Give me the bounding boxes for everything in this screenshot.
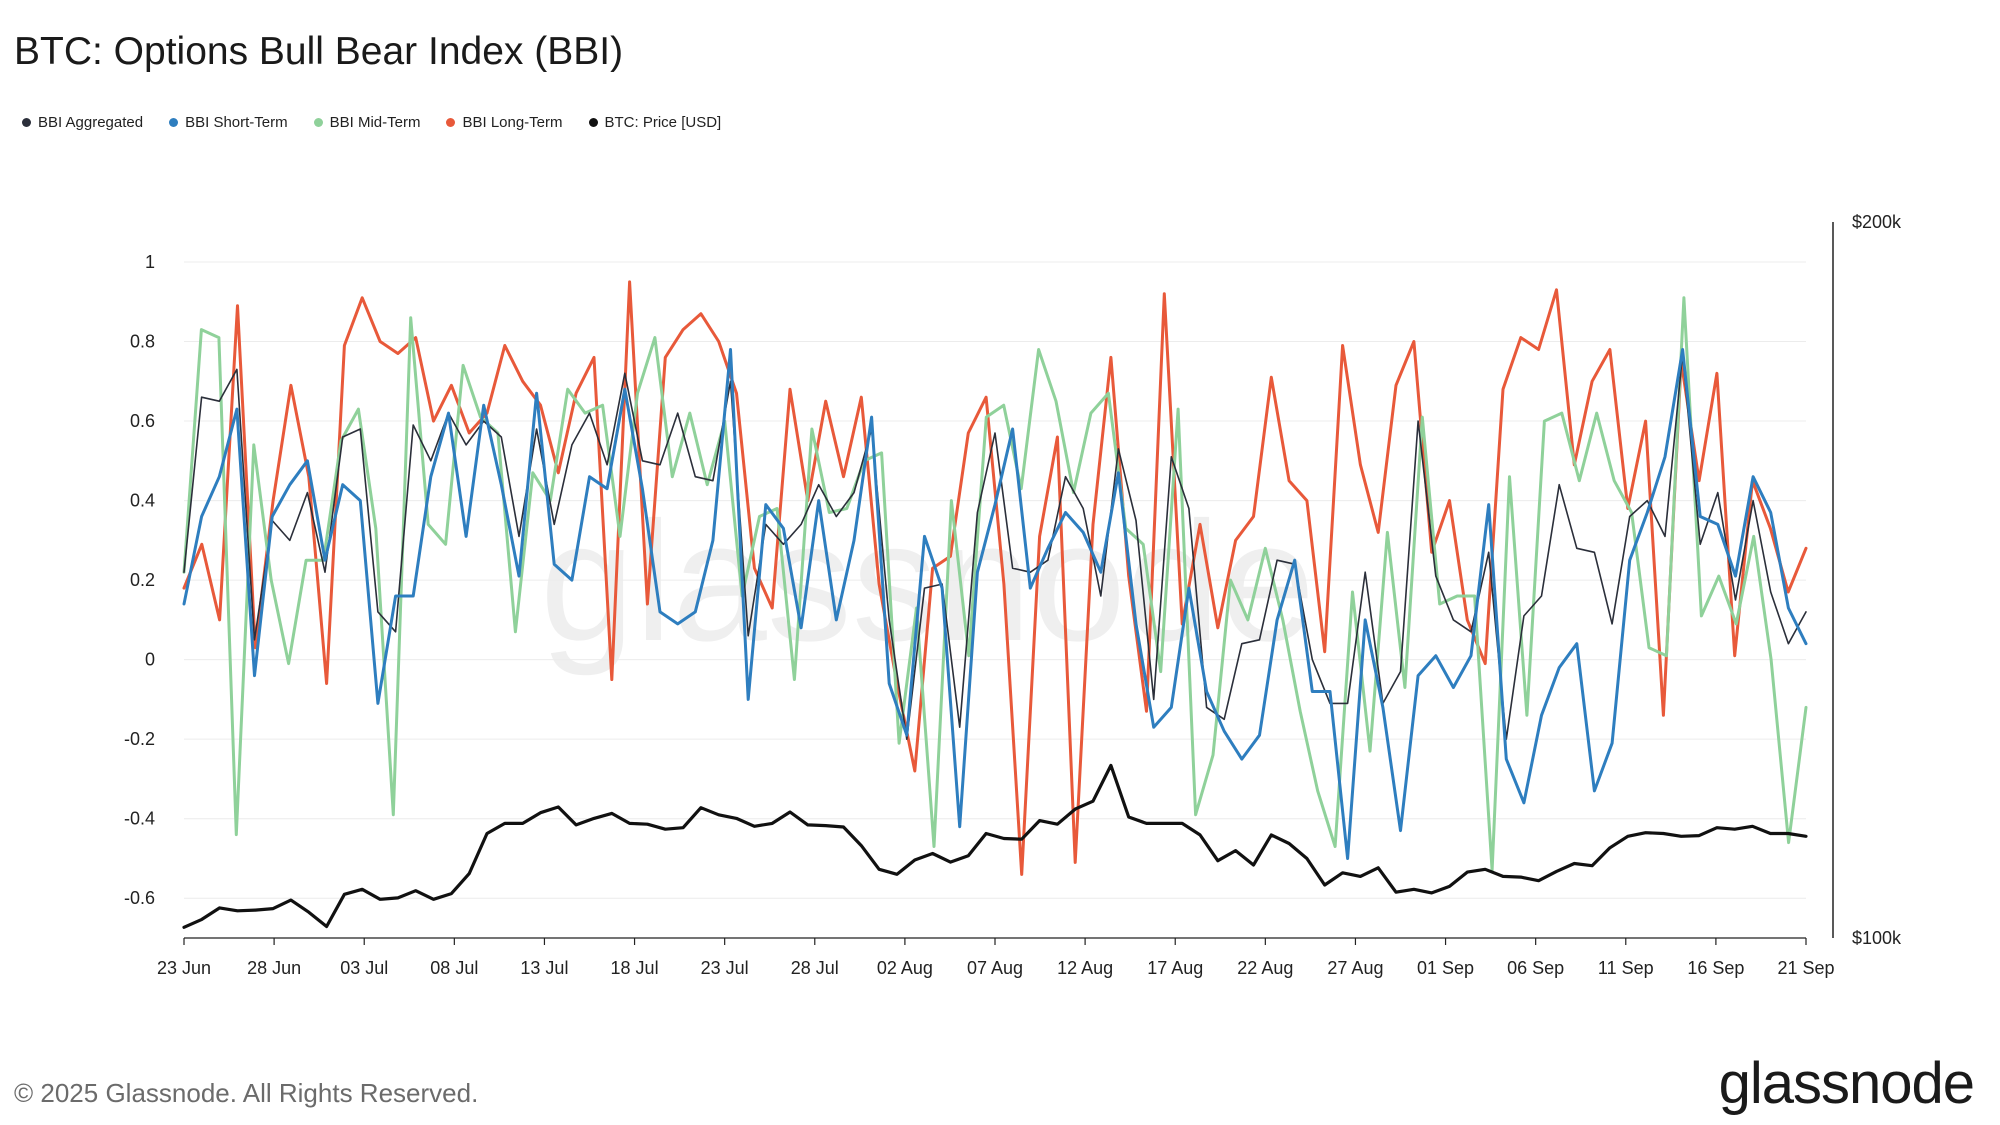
x-tick-label: 12 Aug <box>1057 958 1113 978</box>
x-tick-label: 22 Aug <box>1237 958 1293 978</box>
y-tick-label: -0.6 <box>124 888 155 908</box>
y-tick-label: 0.6 <box>130 411 155 431</box>
y-tick-label: -0.2 <box>124 729 155 749</box>
x-tick-label: 21 Sep <box>1777 958 1834 978</box>
y-tick-label: 0.4 <box>130 491 155 511</box>
y-axis-left: 1 0.8 0.6 0.4 0.2 0 -0.2 -0.4 -0.6 <box>124 252 155 908</box>
x-tick-label: 28 Jul <box>791 958 839 978</box>
x-tick-label: 13 Jul <box>520 958 568 978</box>
y-tick-label: 0.8 <box>130 332 155 352</box>
x-tick-label: 27 Aug <box>1327 958 1383 978</box>
y-tick-label: 1 <box>145 252 155 272</box>
y-right-tick-label: $200k <box>1852 212 1902 232</box>
chart-canvas[interactable]: glassnode 1 0.8 0.6 0.4 0.2 0 -0.2 -0.4 -0.6 $20… <box>0 0 2000 1125</box>
y-axis-right: $200k $100k <box>1833 212 1902 948</box>
x-tick-label: 08 Jul <box>430 958 478 978</box>
series-line-btc-price-usd[interactable] <box>184 765 1806 927</box>
x-tick-label: 18 Jul <box>611 958 659 978</box>
x-tick-label: 07 Aug <box>967 958 1023 978</box>
x-tick-label: 11 Sep <box>1598 958 1654 978</box>
x-tick-label: 17 Aug <box>1147 958 1203 978</box>
x-tick-label: 23 Jul <box>701 958 749 978</box>
y-tick-label: -0.4 <box>124 809 155 829</box>
x-tick-label: 06 Sep <box>1507 958 1564 978</box>
x-tick-label: 23 Jun <box>157 958 211 978</box>
x-tick-label: 02 Aug <box>877 958 933 978</box>
copyright-footer: © 2025 Glassnode. All Rights Reserved. <box>14 1078 478 1109</box>
y-tick-label: 0.2 <box>130 570 155 590</box>
x-tick-label: 28 Jun <box>247 958 301 978</box>
x-tick-label: 03 Jul <box>340 958 388 978</box>
x-tick-label: 01 Sep <box>1417 958 1474 978</box>
glassnode-logo[interactable]: glassnode <box>1719 1050 1974 1117</box>
y-right-tick-label: $100k <box>1852 928 1902 948</box>
y-tick-label: 0 <box>145 650 155 670</box>
x-axis: 23 Jun 28 Jun 03 Jul 08 Jul 13 Jul 18 Jul 23 J… <box>157 938 1835 978</box>
x-tick-label: 16 Sep <box>1687 958 1744 978</box>
